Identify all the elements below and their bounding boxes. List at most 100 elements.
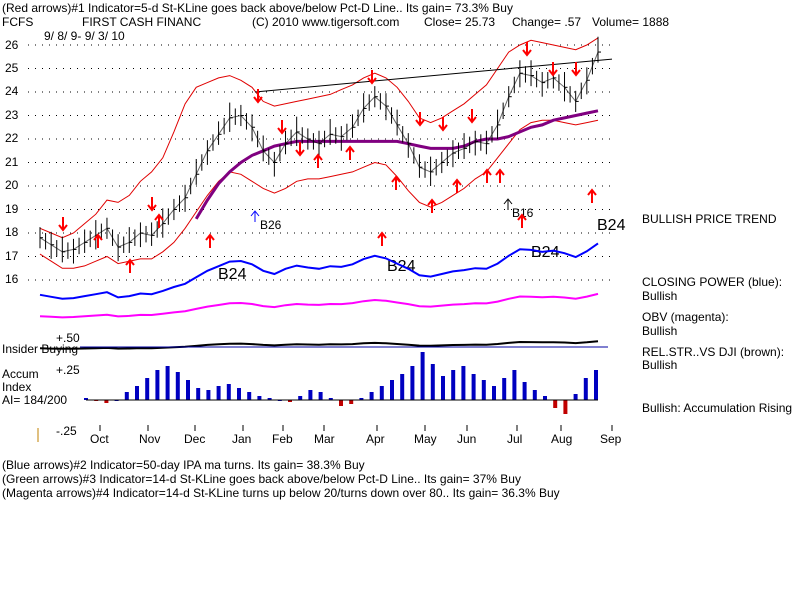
relstr-line <box>39 340 599 350</box>
x-tick: Jun <box>457 432 477 446</box>
annotation-b26: B26 <box>260 218 282 232</box>
y-tick: 20 <box>5 178 19 192</box>
volume-label: Volume= 1888 <box>592 15 670 29</box>
accum-bar <box>563 400 568 414</box>
closing-power-line <box>39 242 599 300</box>
minus25-label: -.25 <box>56 424 77 438</box>
signal-arrow <box>438 117 448 132</box>
accum-bar <box>451 370 456 400</box>
accum-bar <box>553 400 558 408</box>
signal-arrow <box>147 197 157 212</box>
x-tick: Oct <box>90 432 109 446</box>
accum-bar <box>237 388 241 400</box>
x-tick: May <box>414 432 437 446</box>
symbol-label: FCFS <box>2 15 34 29</box>
accum-bar <box>226 384 231 400</box>
grid <box>28 44 615 442</box>
footer-indicator-4: (Magenta arrows)#4 Indicator=14-d St-KLi… <box>2 486 560 500</box>
signal-arrow <box>467 109 477 124</box>
x-tick: Feb <box>272 432 293 446</box>
accum-bar <box>543 396 547 400</box>
accum-bar <box>532 390 537 400</box>
x-tick: Mar <box>314 432 335 446</box>
accum-bar <box>512 370 517 400</box>
accum-bar <box>420 352 425 400</box>
trend-label: BULLISH PRICE TREND <box>642 212 777 226</box>
change-label: Change= .57 <box>512 15 582 29</box>
signal-arrow <box>345 145 355 160</box>
accum-bar <box>165 366 170 400</box>
y-tick: 16 <box>5 272 19 286</box>
signal-arrow <box>391 175 401 190</box>
price-close-line <box>39 51 599 253</box>
closing-power-title: CLOSING POWER (blue): <box>642 275 783 289</box>
accum-bar <box>441 376 445 400</box>
accum-bar <box>430 364 435 400</box>
accum-bar <box>216 386 221 400</box>
obv-line <box>39 292 599 319</box>
accum-bar <box>308 390 313 400</box>
accum-bar <box>461 366 466 400</box>
accum-bar <box>186 380 190 400</box>
accum-bar <box>573 394 578 400</box>
signal-arrow <box>377 231 387 246</box>
x-tick: Apr <box>366 432 385 446</box>
signal-arrow <box>495 168 505 183</box>
accum-bar <box>400 374 405 400</box>
ai-value-label: AI= 184/200 <box>2 393 68 407</box>
plus25-label: +.25 <box>56 363 80 377</box>
indicator-lines <box>39 37 613 350</box>
x-tick: Aug <box>551 432 573 446</box>
y-tick: 24 <box>5 84 19 98</box>
accum-bar <box>471 374 476 400</box>
upper-band-line <box>39 37 599 239</box>
y-tick: 17 <box>5 249 19 263</box>
y-tick: 22 <box>5 131 19 145</box>
plus50-label: +.50 <box>56 331 80 345</box>
accum-bar <box>175 372 180 400</box>
close-label: Close= 25.73 <box>424 15 496 29</box>
accum-bar <box>84 398 88 400</box>
signal-arrow <box>427 198 437 213</box>
signal-arrow <box>253 89 263 104</box>
accum-bar <box>410 366 415 400</box>
signal-arrow <box>250 210 260 222</box>
annotation-b24: B24 <box>218 266 247 283</box>
accum-bar <box>492 386 496 400</box>
signal-arrows <box>58 42 597 273</box>
relstr-value: Bullish <box>642 358 678 372</box>
index-label: Index <box>2 380 32 394</box>
accum-bar <box>196 388 201 400</box>
accum-bar <box>481 380 486 400</box>
lower-band-line <box>39 119 599 269</box>
signal-arrow <box>548 62 558 77</box>
copyright-label: (C) 2010 www.tigersoft.com <box>252 15 400 29</box>
signal-arrow <box>125 258 135 273</box>
accum-bar <box>359 398 364 400</box>
accum-bar <box>583 378 588 400</box>
obv-title: OBV (magenta): <box>642 310 729 324</box>
signal-arrow <box>58 217 68 232</box>
x-tick: Dec <box>184 432 206 446</box>
accum-bar <box>594 370 598 400</box>
x-tick: Jan <box>232 432 252 446</box>
accum-bar <box>339 400 343 406</box>
signal-arrow <box>205 233 215 248</box>
relstr-title: REL.STR..VS DJI (brown): <box>642 345 785 359</box>
accum-bar <box>349 400 354 404</box>
accum-bar <box>155 370 160 400</box>
accum-bar <box>206 390 211 400</box>
date-range-label: 9/ 8/ 9- 9/ 3/ 10 <box>44 29 125 43</box>
signal-arrow <box>367 70 377 85</box>
accum-bar <box>257 396 262 400</box>
obv-value: Bullish <box>642 324 678 338</box>
accum-bar <box>298 396 303 400</box>
signal-arrow <box>587 188 597 203</box>
accum-bar <box>379 386 384 400</box>
x-tick: Jul <box>507 432 523 446</box>
annotation-b24: B24 <box>597 217 626 234</box>
accum-label: Accum <box>2 367 39 381</box>
accum-bar <box>124 392 129 400</box>
signal-arrow <box>452 178 462 193</box>
